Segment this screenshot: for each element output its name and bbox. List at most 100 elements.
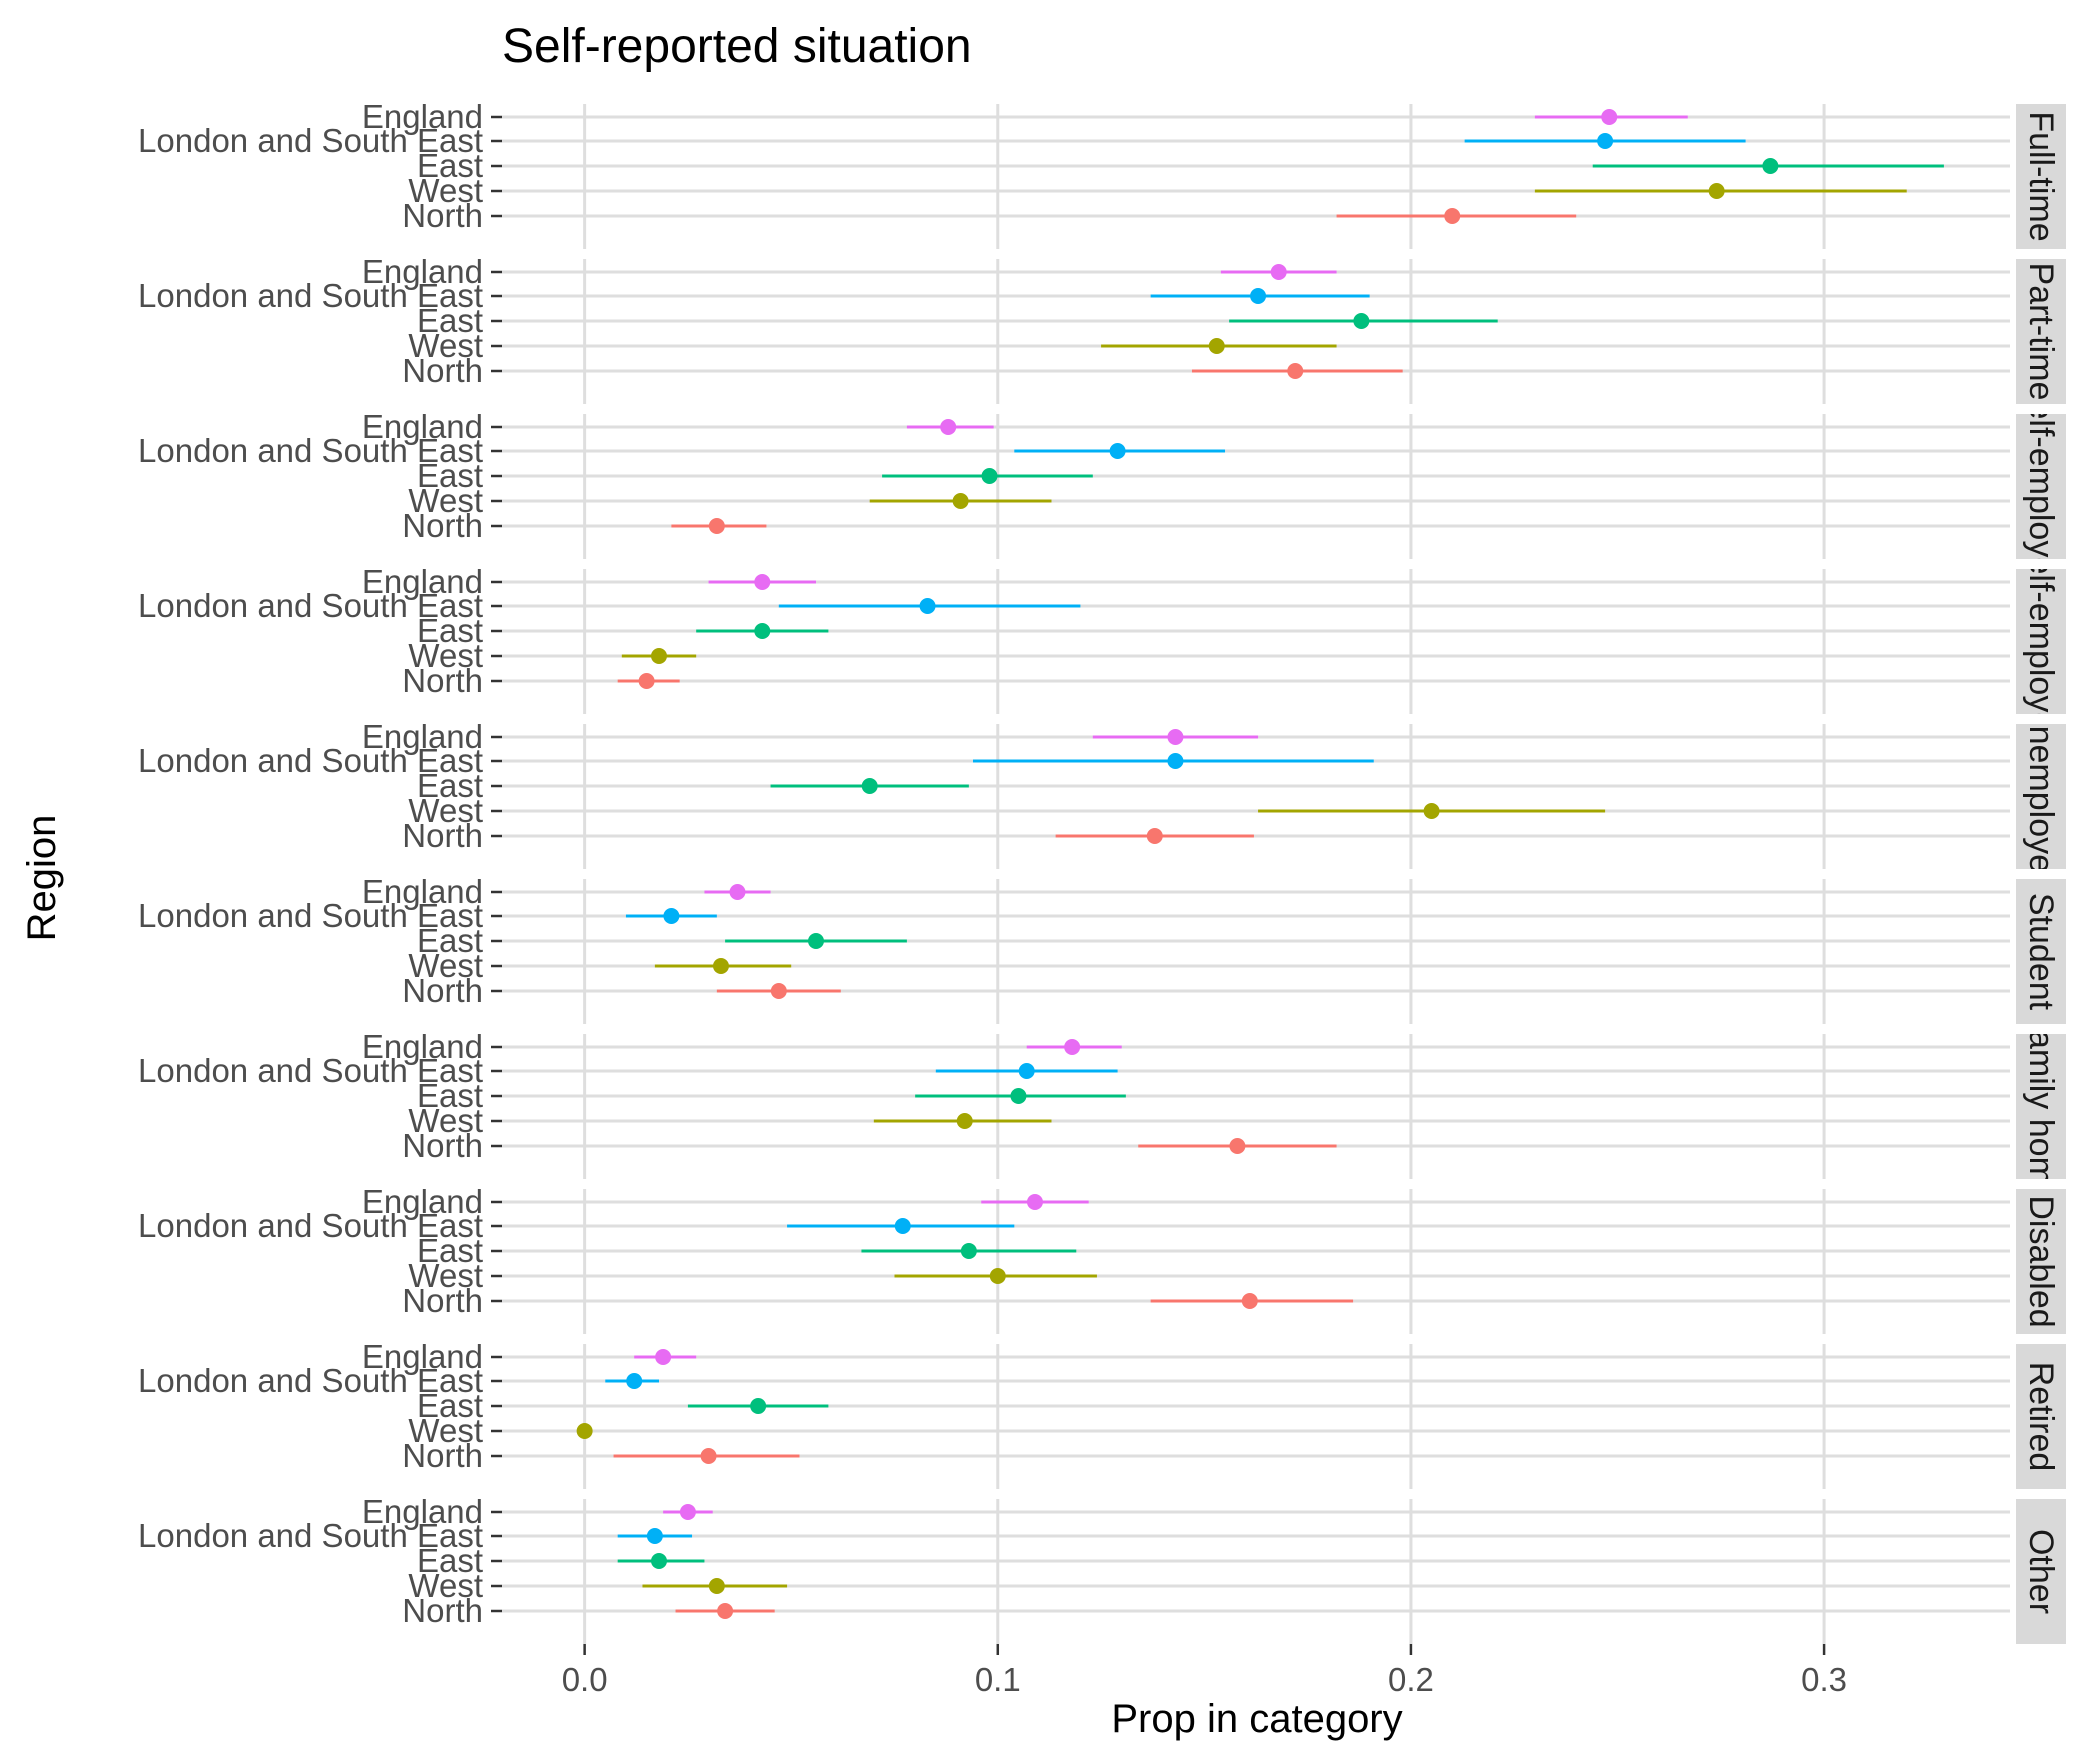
data-point	[770, 983, 787, 999]
data-point	[1597, 133, 1614, 149]
facet-strip-label: Family home	[2022, 1009, 2060, 1204]
facet-strip	[2016, 1189, 2066, 1334]
y-tick-label: England	[362, 408, 483, 445]
data-point	[1423, 803, 1440, 819]
y-tick-label: West	[408, 1257, 483, 1294]
facet-strip-label: Self-employed	[2022, 378, 2060, 595]
y-tick-label: West	[408, 327, 483, 364]
y-tick-label: East	[417, 302, 483, 339]
y-tick-label: North	[402, 662, 483, 699]
data-point	[1241, 1293, 1258, 1309]
data-point	[960, 1243, 977, 1259]
data-point	[1353, 313, 1370, 329]
data-point	[956, 1113, 973, 1129]
facet-strip	[2016, 1499, 2066, 1644]
y-tick-label: East	[417, 1232, 483, 1269]
data-point	[1762, 158, 1779, 174]
x-tick-label: 0.2	[1388, 1661, 1434, 1698]
facet-strip-label: Other	[2022, 1529, 2060, 1614]
data-point	[1287, 363, 1304, 379]
data-point	[940, 419, 957, 435]
y-tick-label: London and South East	[138, 1052, 483, 1089]
y-tick-label: North	[402, 1437, 483, 1474]
y-tick-label: London and South East	[138, 587, 483, 624]
y-tick-label: North	[402, 1282, 483, 1319]
y-tick-label: East	[417, 922, 483, 959]
data-point	[576, 1423, 593, 1439]
y-tick-label: London and South East	[138, 277, 483, 314]
y-tick-label: North	[402, 197, 483, 234]
y-tick-label: North	[402, 972, 483, 1009]
data-point	[712, 958, 729, 974]
data-point	[1444, 208, 1461, 224]
data-point	[708, 518, 725, 534]
facet-strip	[2016, 1344, 2066, 1489]
y-tick-label: East	[417, 457, 483, 494]
data-point	[989, 1268, 1006, 1284]
data-point	[861, 778, 878, 794]
y-tick-label: North	[402, 817, 483, 854]
y-tick-label: East	[417, 1387, 483, 1424]
facet-strip	[2016, 879, 2066, 1024]
data-point	[1250, 288, 1267, 304]
facet-strip-label: Disabled	[2022, 1195, 2060, 1327]
data-point	[1208, 338, 1225, 354]
facet-strip-label: Full-time	[2022, 111, 2060, 241]
y-tick-label: East	[417, 612, 483, 649]
data-point	[1146, 828, 1163, 844]
facet-strip	[2016, 414, 2066, 559]
y-tick-label: West	[408, 792, 483, 829]
y-axis-title: Region	[20, 815, 64, 942]
y-tick-label: London and South East	[138, 122, 483, 159]
facet-strip	[2016, 259, 2066, 404]
y-tick-label: East	[417, 147, 483, 184]
data-point	[650, 648, 667, 664]
data-point	[650, 1553, 667, 1569]
data-point	[807, 933, 824, 949]
y-tick-label: London and South East	[138, 432, 483, 469]
y-tick-label: West	[408, 947, 483, 984]
facet-strip	[2016, 104, 2066, 249]
data-point	[894, 1218, 911, 1234]
data-point	[1167, 729, 1184, 745]
facet-strip	[2016, 724, 2066, 869]
y-tick-label: England	[362, 1183, 483, 1220]
y-tick-label: London and South East	[138, 1207, 483, 1244]
data-point	[1270, 264, 1287, 280]
facet-strip	[2016, 1034, 2066, 1179]
data-point	[1167, 753, 1184, 769]
data-point	[1010, 1088, 1027, 1104]
y-tick-label: England	[362, 873, 483, 910]
data-point	[700, 1448, 717, 1464]
data-point	[655, 1349, 672, 1365]
data-point	[981, 468, 998, 484]
y-tick-label: London and South East	[138, 742, 483, 779]
x-axis: 0.0 0.1 0.2 0.3	[562, 1644, 1847, 1698]
facet-strip-label: Self-employed	[2022, 533, 2060, 750]
y-tick-label: England	[362, 718, 483, 755]
data-point	[919, 598, 936, 614]
data-point	[1708, 183, 1725, 199]
data-point	[1026, 1194, 1043, 1210]
data-point	[717, 1603, 734, 1619]
y-tick-label: North	[402, 352, 483, 389]
data-point	[729, 884, 746, 900]
y-tick-label: London and South East	[138, 897, 483, 934]
data-point	[1601, 109, 1618, 125]
data-point	[1064, 1039, 1081, 1055]
data-point	[626, 1373, 643, 1389]
y-tick-label: London and South East	[138, 1517, 483, 1554]
facet-strip	[2016, 569, 2066, 714]
data-point	[1018, 1063, 1035, 1079]
data-point	[638, 673, 655, 689]
